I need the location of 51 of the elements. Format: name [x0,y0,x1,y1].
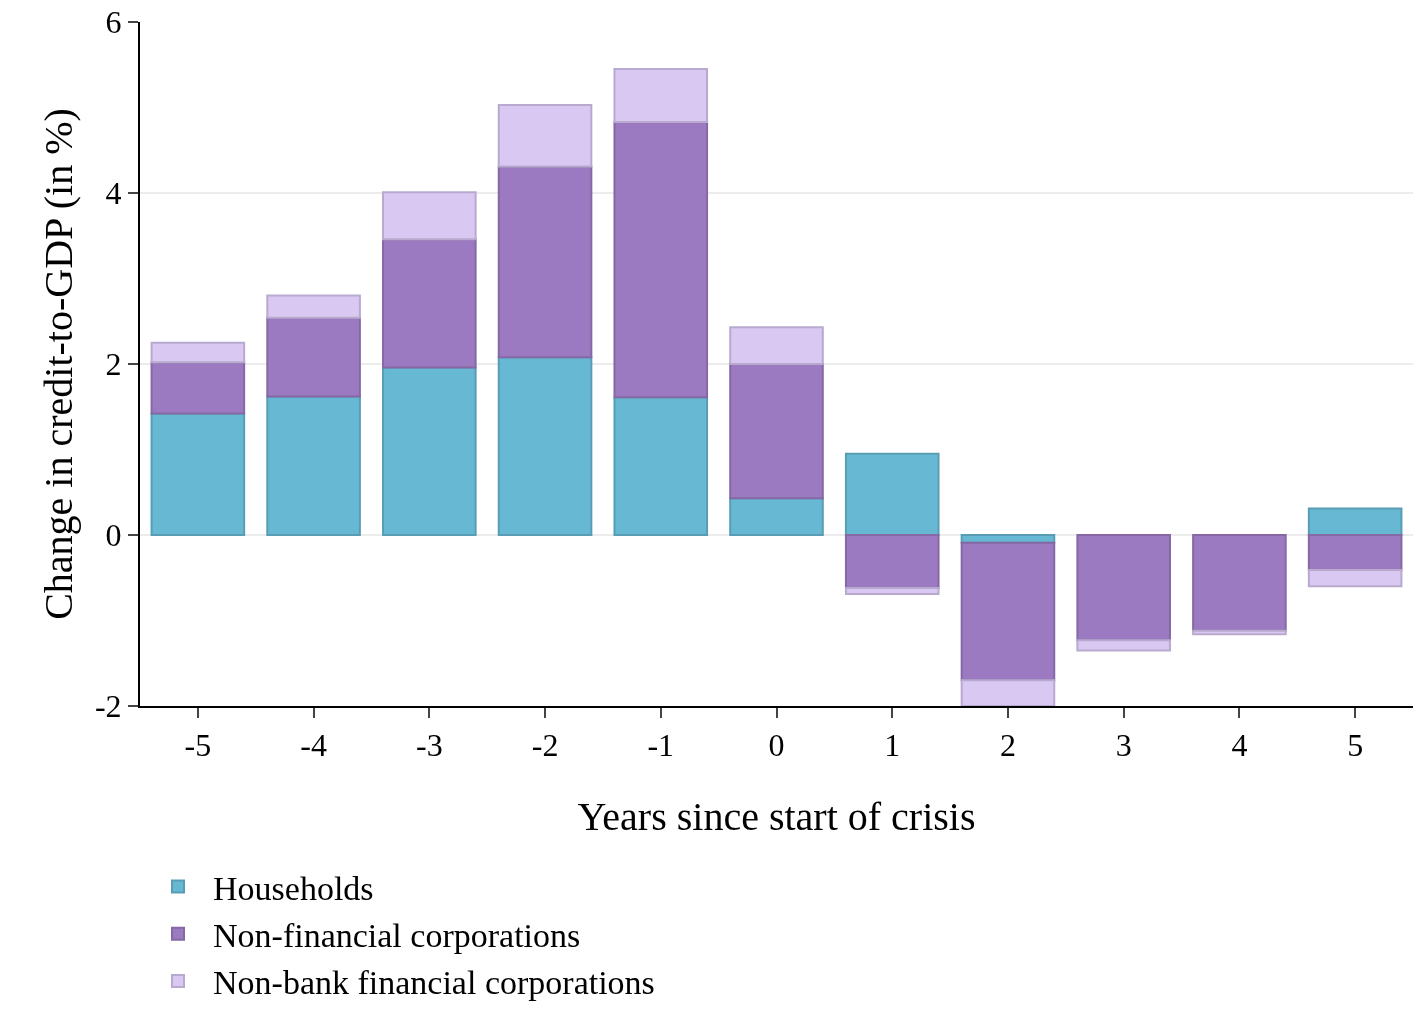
y-tick-label: 0 [105,517,122,554]
legend-label: Non-bank financial corporations [213,964,655,1002]
bar [497,356,593,536]
bar [729,326,824,365]
bar [266,395,361,536]
x-tick-label: -1 [647,727,675,764]
bar [1307,534,1403,572]
y-tick-label: 2 [105,346,122,383]
y-axis-title: Change in credit-to-GDP (in %) [35,108,81,620]
x-axis-title: Years since start of crisis [577,794,976,840]
bar [497,103,593,168]
bar [1307,569,1403,588]
x-tick-label: -4 [300,727,327,764]
bar [266,316,361,398]
bar [382,191,477,241]
x-tick-label: 2 [999,727,1016,764]
y-tick-label: 4 [105,175,122,212]
bar [150,341,246,364]
bar [497,165,593,359]
bar [729,363,824,500]
bar [960,541,1056,682]
bar [613,121,709,399]
bar [1076,639,1171,652]
bar [382,366,477,536]
x-tick-label: -3 [415,727,443,764]
x-tick-label: 4 [1231,727,1248,764]
bar [150,412,246,536]
bar [150,361,246,415]
x-tick-label: 3 [1115,727,1132,764]
bar [960,679,1056,706]
x-tick-label: 5 [1347,727,1364,764]
bar [1307,507,1403,536]
legend-label: Non-financial corporations [213,917,581,955]
bar [613,68,709,124]
x-tick-label: -2 [531,727,559,764]
bar [1192,534,1287,632]
y-tick-label: 6 [105,4,122,41]
bar [1076,534,1171,642]
bar [844,587,940,595]
bar [844,534,940,590]
bar [382,238,477,369]
x-tick-label: -5 [184,727,212,764]
bar [613,396,709,536]
bar [844,452,940,536]
bar [1192,629,1287,636]
x-tick-label: 1 [884,727,901,764]
legend-label: Households [213,869,374,907]
y-tick-label: -2 [94,688,122,725]
bar [729,497,824,536]
x-tick-label: 0 [768,727,785,764]
bar [266,294,361,319]
